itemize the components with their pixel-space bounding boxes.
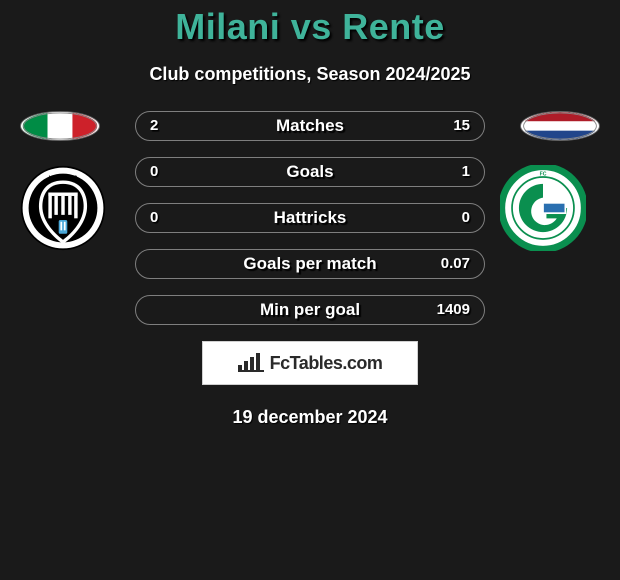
right-country-flag [520, 111, 600, 141]
svg-text:HERACLES: HERACLES [49, 176, 78, 182]
netherlands-flag-icon [520, 111, 600, 141]
infographic-root: Milani vs Rente Club competitions, Seaso… [0, 0, 620, 580]
groningen-badge-icon: FC [500, 165, 586, 251]
stat-row-min-per-goal: Min per goal 1409 [135, 295, 485, 325]
stat-right-value: 1 [462, 158, 470, 186]
brand-box: FcTables.com [202, 341, 418, 385]
left-club-badge: HERACLES [20, 165, 120, 251]
stat-label: Min per goal [260, 300, 360, 320]
page-title: Milani vs Rente [0, 6, 620, 48]
stat-right-value: 1409 [437, 296, 470, 324]
bars-logo-icon [238, 353, 264, 373]
stat-right-value: 15 [453, 112, 470, 140]
stat-label: Goals per match [243, 254, 376, 274]
stat-row-goals: 0 Goals 1 [135, 157, 485, 187]
stat-left-value: 2 [150, 112, 158, 140]
italy-flag-icon [20, 111, 100, 141]
stat-left-value: 0 [150, 158, 158, 186]
brand-text: FcTables.com [270, 353, 383, 374]
svg-text:FC: FC [540, 171, 547, 177]
stat-left-value: 0 [150, 204, 158, 232]
right-club-badge: FC [500, 165, 600, 251]
left-country-flag [20, 111, 100, 141]
stat-right-value: 0 [462, 204, 470, 232]
stats-rows: 2 Matches 15 0 Goals 1 0 Hattricks 0 Goa… [135, 111, 485, 325]
stat-label: Goals [286, 162, 333, 182]
stat-row-goals-per-match: Goals per match 0.07 [135, 249, 485, 279]
date-text: 19 december 2024 [0, 407, 620, 428]
stat-row-hattricks: 0 Hattricks 0 [135, 203, 485, 233]
stat-label: Hattricks [274, 208, 347, 228]
stat-label: Matches [276, 116, 344, 136]
subtitle: Club competitions, Season 2024/2025 [0, 64, 620, 85]
heracles-badge-icon: HERACLES [20, 165, 106, 251]
stat-row-matches: 2 Matches 15 [135, 111, 485, 141]
stat-right-value: 0.07 [441, 250, 470, 278]
comparison-area: HERACLES FC 2 Matches 15 0 [0, 111, 620, 428]
